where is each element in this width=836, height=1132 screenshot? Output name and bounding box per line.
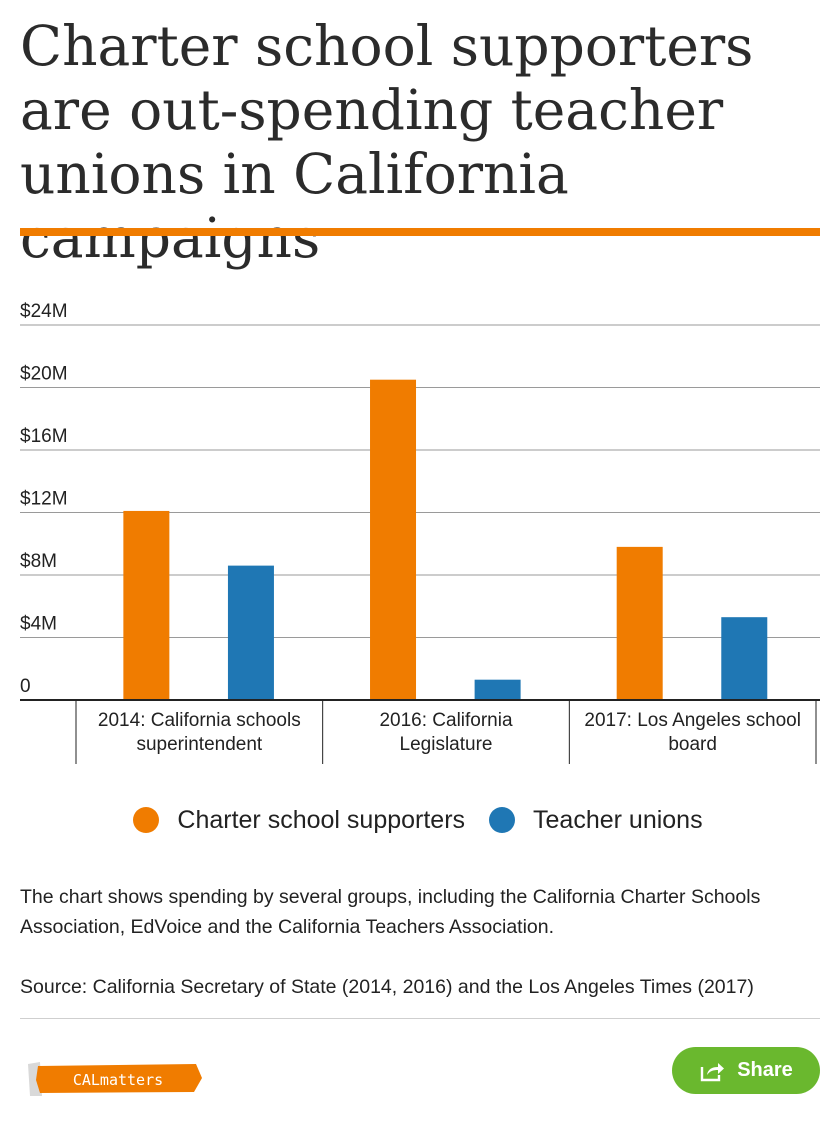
source-line: Source: California Secretary of State (2… [20, 976, 754, 998]
bar-unions-0 [227, 565, 274, 700]
legend-label-unions: Teacher unions [533, 805, 703, 834]
share-button[interactable]: Share [672, 1047, 820, 1094]
title-underline [20, 228, 820, 236]
chart-note: The chart shows spending by several grou… [20, 886, 761, 938]
y-axis-ticks: 0 $4M $8M $12M $16M $20M $24M [20, 301, 68, 697]
y-tick-label: $16M [20, 426, 68, 447]
y-tick-label: 0 [20, 676, 31, 697]
bar-chart: 0 $4M $8M $12M $16M $20M $24M 2014: California… [20, 301, 820, 764]
x-tick-label: Legislature [400, 734, 493, 755]
y-tick-label: $4M [20, 614, 57, 635]
bar-unions-2 [721, 617, 768, 700]
legend-swatch-charter [133, 807, 160, 833]
y-tick-label: $24M [20, 301, 68, 322]
y-tick-label: $20M [20, 364, 68, 385]
legend-item-unions: Teacher unions [489, 806, 703, 835]
bar-unions-1 [474, 679, 521, 700]
share-label: Share [737, 1059, 793, 1081]
chart-title: Charter school supporters are out-spendi… [20, 14, 754, 270]
legend: Charter school supporters Teacher unions [0, 800, 836, 840]
legend-swatch-unions [489, 807, 516, 833]
bars [123, 379, 768, 700]
logo-orange-strip [36, 1064, 202, 1093]
y-tick-label: $12M [20, 489, 68, 510]
bar-charter-1 [370, 379, 417, 700]
x-tick-label: 2016: California [379, 710, 513, 731]
legend-label-charter: Charter school supporters [177, 805, 466, 834]
bar-charter-0 [123, 510, 170, 700]
x-tick-label: 2017: Los Angeles school [584, 710, 801, 731]
x-tick-label: board [668, 734, 717, 755]
share-icon [701, 1062, 725, 1081]
legend-item-charter: Charter school supporters [133, 806, 465, 835]
logo-text: CALmatters [73, 1071, 163, 1089]
x-axis: 2014: California schools superintendent 20… [20, 699, 820, 764]
bar-charter-2 [616, 546, 663, 700]
x-tick-label: 2014: California schools [98, 710, 301, 731]
y-tick-label: $8M [20, 551, 57, 572]
footer-divider [20, 1018, 820, 1019]
calmatters-logo[interactable]: CALmatters [26, 1060, 204, 1098]
x-tick-label: superintendent [136, 734, 262, 755]
